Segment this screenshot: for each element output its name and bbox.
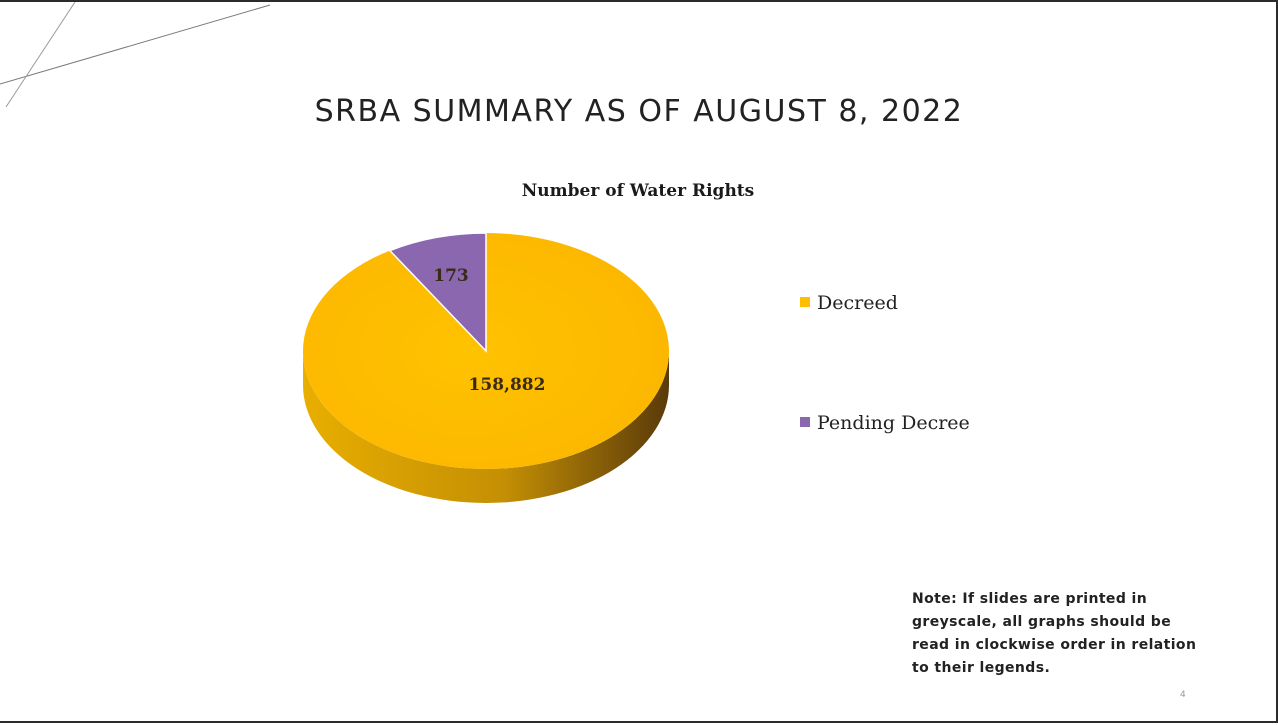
data-label-decreed: 158,882 — [469, 375, 546, 395]
decorative-lines — [0, 2, 271, 108]
greyscale-note: Note: If slides are printed in greyscale… — [912, 591, 1197, 676]
legend-swatch-decreed — [800, 297, 810, 307]
legend-item-decreed: Decreed — [800, 292, 898, 314]
page-number: 4 — [1180, 690, 1186, 700]
legend-item-pending-decree: Pending Decree — [800, 412, 970, 434]
legend-label-decreed: Decreed — [817, 292, 898, 314]
pie-slice-pending-decree — [388, 232, 487, 353]
pie-side-decreed — [303, 351, 669, 503]
legend-label-pending-decree: Pending Decree — [817, 412, 970, 434]
legend-swatch-pending-decree — [800, 417, 810, 427]
data-label-pending-decree: 173 — [433, 266, 469, 286]
chart-title: Number of Water Rights — [521, 181, 755, 201]
slide-title: SRBA SUMMARY AS OF AUGUST 8, 2022 — [314, 94, 964, 129]
